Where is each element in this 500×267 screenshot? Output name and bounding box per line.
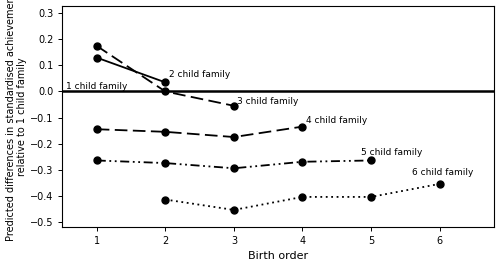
Text: 3 child family: 3 child family: [238, 97, 298, 106]
Text: 2 child family: 2 child family: [168, 70, 230, 79]
Y-axis label: Predicted differences in standardised achievement
relative to 1 child family: Predicted differences in standardised ac…: [6, 0, 27, 241]
Text: 6 child family: 6 child family: [412, 168, 474, 177]
Text: 5 child family: 5 child family: [360, 148, 422, 157]
Text: 1 child family: 1 child family: [66, 82, 128, 91]
Text: 4 child family: 4 child family: [306, 116, 367, 125]
X-axis label: Birth order: Birth order: [248, 252, 308, 261]
